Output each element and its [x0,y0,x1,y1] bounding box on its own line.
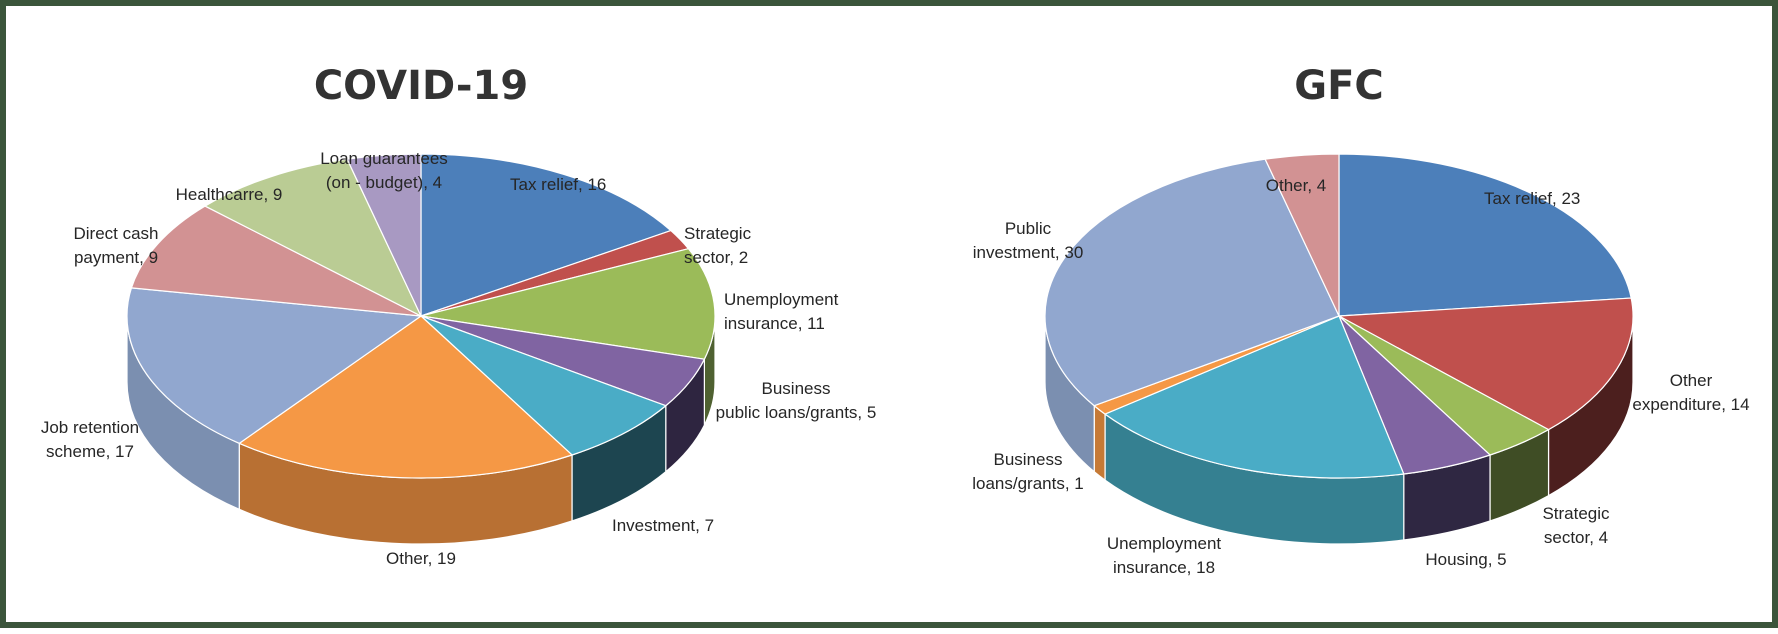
covid-19-chart-title: COVID-19 [314,63,528,109]
slice-label-strategic-sector-4: Strategic sector, 4 [1542,504,1610,547]
covid-19-pie-chart: COVID-19 Tax relief, 16 Strategic sector, … [41,63,876,568]
slice-label-job-retention-scheme-17: Job retention scheme, 17 [41,418,139,461]
pie-slice-healthcarre-9 [204,158,422,317]
pie-slice-direct-cash-payment-9 [130,205,422,317]
slice-label-strategic-sector-2: Strategic sector, 2 [684,224,752,267]
slice-label-investment-7: Investment, 7 [612,516,714,535]
pie-slice-other-expenditure-14 [1338,297,1634,431]
pie-slice-public-investment-30 [1044,158,1340,407]
slice-label-direct-cash-payment-9: Direct cash payment, 9 [73,224,158,267]
slice-label-business-loans-grants-1: Business loans/grants, 1 [972,450,1084,493]
pie-slice-tax-relief-23 [1338,153,1632,317]
pie-slice-other-19 [238,315,573,479]
pie-slice-loan-guarantees-on-budget-4 [346,153,422,317]
slice-label-tax-relief-23: Tax relief, 23 [1484,189,1580,208]
gfc-chart-title: GFC [1294,63,1384,109]
slice-label-other-4: Other, 4 [1266,176,1326,195]
slice-label-other-19: Other, 19 [386,549,456,568]
pie-slice-other-4 [1264,153,1340,317]
slice-label-business-public-loans-grants-5: Business public loans/grants, 5 [716,379,877,422]
slice-label-other-expenditure-14: Other expenditure, 14 [1632,371,1749,414]
pie-top-face [1044,153,1634,479]
slice-label-healthcarre-9: Healthcarre, 9 [176,185,283,204]
pie-side-business-loans-grants-1 [1093,404,1106,482]
slice-label-loan-guarantees-on-budget-4: Loan guarantees (on - budget), 4 [320,149,448,192]
pie-slice-tax-relief-16 [420,153,672,317]
pie-charts-canvas: COVID-19 Tax relief, 16 Strategic sector, … [41,63,1750,577]
pie-labels: Tax relief, 16 Strategic sector, 2 Unemploy… [41,149,876,568]
pie-side-walls [126,315,716,545]
pie-top-face [126,153,716,479]
pie-slice-unemployment-insurance-18 [1104,315,1405,479]
pie-slice-investment-7 [420,315,667,456]
pie-slice-unemployment-insurance-11 [420,248,716,360]
gfc-pie-chart: GFC Tax relief, 23 Other expenditure, 14 St… [972,63,1749,577]
slice-label-housing-5: Housing, 5 [1425,550,1506,569]
slice-label-tax-relief-16: Tax relief, 16 [510,175,606,194]
pie-side-walls [1044,315,1634,545]
slice-label-unemployment-insurance-18: Unemployment insurance, 18 [1107,534,1222,577]
pie-labels: Tax relief, 23 Other expenditure, 14 Strate… [972,176,1749,577]
slice-label-unemployment-insurance-11: Unemployment insurance, 11 [724,290,839,333]
pie-slice-job-retention-scheme-17 [126,287,422,444]
slice-label-public-investment-30: Public investment, 30 [973,219,1084,262]
